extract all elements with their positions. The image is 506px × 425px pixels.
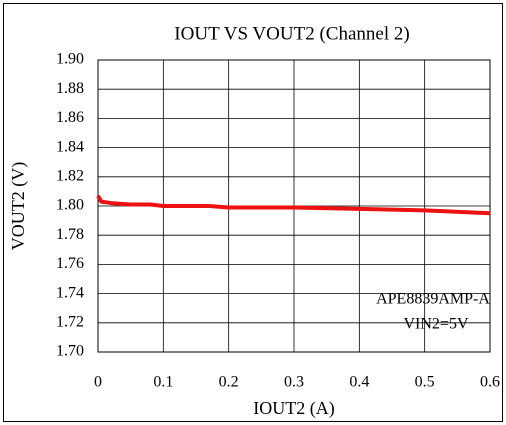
x-tick-label: 0.6 xyxy=(480,374,500,391)
plot-border xyxy=(97,59,491,353)
x-tick-label: 0.3 xyxy=(284,374,304,391)
y-axis-label: VOUT2 (V) xyxy=(8,162,29,250)
annotation: VIN2=5V xyxy=(403,316,468,333)
y-tick-label: 1.84 xyxy=(56,138,84,155)
y-tick-label: 1.80 xyxy=(56,197,84,214)
chart-title: IOUT VS VOUT2 (Channel 2) xyxy=(174,23,409,44)
x-tick-label: 0.1 xyxy=(153,374,173,391)
annotation: APE8839AMP-A xyxy=(376,291,490,308)
frame xyxy=(3,3,503,422)
y-tick-label: 1.70 xyxy=(56,343,84,360)
x-tick-label: 0.5 xyxy=(415,374,435,391)
y-tick-label: 1.90 xyxy=(56,51,84,68)
y-tick-label: 1.82 xyxy=(56,167,84,184)
x-tick-label: 0.4 xyxy=(349,374,369,391)
x-tick-label: 0.2 xyxy=(219,374,239,391)
x-tick-label: 0 xyxy=(94,374,102,391)
y-tick-label: 1.76 xyxy=(56,255,84,272)
y-tick-label: 1.86 xyxy=(56,109,84,126)
y-tick-label: 1.78 xyxy=(56,226,84,243)
data-line xyxy=(96,194,491,216)
x-axis-label: IOUT2 (A) xyxy=(253,398,334,419)
y-tick-label: 1.72 xyxy=(56,313,84,330)
y-tick-label: 1.74 xyxy=(56,284,84,301)
y-tick-label: 1.88 xyxy=(56,80,84,97)
